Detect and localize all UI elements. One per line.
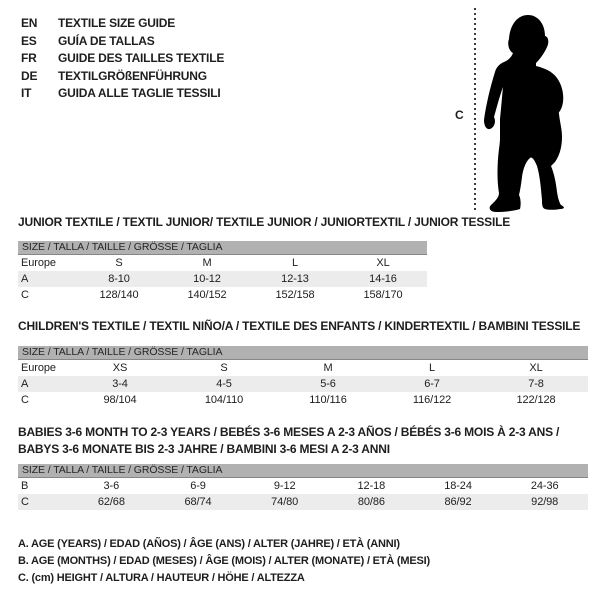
table-cell: 8-10	[108, 273, 130, 285]
childrens-textile-table: SIZE / TALLA / TAILLE / GRÖSSE / TAGLIA …	[18, 346, 588, 408]
junior-textile-table: SIZE / TALLA / TAILLE / GRÖSSE / TAGLIA …	[18, 241, 427, 303]
table-cell: 122/128	[516, 394, 556, 406]
language-code: DE	[21, 68, 38, 83]
row-label: A	[21, 273, 29, 285]
size-header-bar: SIZE / TALLA / TAILLE / GRÖSSE / TAGLIA	[18, 464, 588, 478]
footnote-list: A. AGE (YEARS) / EDAD (AÑOS) / ÂGE (ANS)…	[18, 536, 430, 587]
size-header-bar: SIZE / TALLA / TAILLE / GRÖSSE / TAGLIA	[18, 346, 588, 360]
table-row: B 3-6 6-9 9-12 12-18 18-24 24-36	[18, 478, 588, 494]
footnote-c: C. (cm) HEIGHT / ALTURA / HAUTEUR / HÖHE…	[18, 572, 305, 584]
table-cell: 128/140	[99, 289, 139, 301]
language-code: EN	[21, 16, 38, 30]
table-cell: 6-7	[424, 378, 440, 390]
table-cell: 92/98	[531, 496, 559, 508]
language-row: IT GUIDA ALLE TAGLIE TESSILI	[21, 85, 224, 103]
babies-textile-table: SIZE / TALLA / TAILLE / GRÖSSE / TAGLIA …	[18, 464, 588, 510]
table-cell: 5-6	[320, 378, 336, 390]
table-row: A 3-4 4-5 5-6 6-7 7-8	[18, 376, 588, 392]
footnote-b: B. AGE (MONTHS) / EDAD (MESES) / ÂGE (MO…	[18, 555, 430, 567]
table-cell: L	[291, 257, 299, 269]
language-title: GUIDA ALLE TAGLIE TESSILI	[58, 86, 221, 101]
table-row: C 98/104 104/110 110/116 116/122 122/128	[18, 392, 588, 408]
language-row: ES GUÍA DE TALLAS	[21, 33, 224, 51]
table-cell: M	[323, 362, 333, 374]
row-label: Europe	[21, 362, 56, 374]
table-cell: S	[220, 362, 228, 374]
row-label: Europe	[21, 257, 56, 269]
table-cell: 62/68	[97, 496, 125, 508]
table-cell: 158/170	[363, 289, 403, 301]
table-cell: 86/92	[444, 496, 472, 508]
table-cell: 116/122	[412, 394, 452, 406]
height-dotted-line	[474, 8, 476, 210]
row-label: B	[21, 480, 29, 492]
table-cell: 152/158	[275, 289, 315, 301]
language-row: EN TEXTILE SIZE GUIDE	[21, 15, 224, 33]
language-code: IT	[21, 86, 32, 101]
babies-title-line2: BABYS 3-6 MONATE BIS 2-3 JAHRE / BAMBINI…	[18, 442, 390, 456]
height-measure-figure: C	[455, 4, 595, 216]
table-cell: 3-4	[112, 378, 128, 390]
table-cell: S	[115, 257, 123, 269]
table-cell: 14-16	[369, 273, 397, 285]
language-title: GUÍA DE TALLAS	[58, 33, 155, 48]
table-row: Europe XS S M L XL	[18, 360, 588, 376]
childrens-textile-title: CHILDREN'S TEXTILE / TEXTIL NIÑO/A / TEX…	[18, 319, 581, 333]
table-cell: 24-36	[530, 480, 559, 492]
table-cell: 7-8	[528, 378, 544, 390]
language-row: DE TEXTILGRÖßENFÜHRUNG	[21, 68, 224, 86]
table-cell: XL	[376, 257, 390, 269]
table-cell: 12-18	[357, 480, 386, 492]
junior-textile-title: JUNIOR TEXTILE / TEXTIL JUNIOR/ TEXTILE …	[18, 215, 511, 229]
height-measure-label: C	[455, 108, 464, 122]
table-cell: 80/86	[357, 496, 385, 508]
table-cell: 104/110	[204, 394, 244, 406]
table-cell: 4-5	[216, 378, 232, 390]
footnote-a: A. AGE (YEARS) / EDAD (AÑOS) / ÂGE (ANS)…	[18, 538, 400, 550]
language-code: ES	[21, 33, 37, 48]
row-label: C	[21, 496, 29, 508]
language-title-list: EN TEXTILE SIZE GUIDE ES GUÍA DE TALLAS …	[21, 15, 224, 103]
table-cell: XL	[529, 362, 543, 374]
table-cell: 12-13	[281, 273, 309, 285]
language-title: TEXTILE SIZE GUIDE	[58, 16, 176, 30]
language-title: GUIDE DES TAILLES TEXTILE	[58, 51, 225, 66]
table-cell: XS	[112, 362, 128, 374]
table-cell: 140/152	[187, 289, 227, 301]
table-row: Europe S M L XL	[18, 255, 427, 271]
row-label: A	[21, 378, 29, 390]
language-title: TEXTILGRÖßENFÜHRUNG	[58, 68, 207, 83]
baby-silhouette-icon	[484, 15, 564, 212]
table-row: C 62/68 68/74 74/80 80/86 86/92 92/98	[18, 494, 588, 510]
table-row: C 128/140 140/152 152/158 158/170	[18, 287, 427, 303]
table-cell: 3-6	[103, 480, 120, 492]
size-header-bar: SIZE / TALLA / TAILLE / GRÖSSE / TAGLIA	[18, 241, 427, 255]
table-cell: L	[428, 362, 436, 374]
language-row: FR GUIDE DES TAILLES TEXTILE	[21, 50, 224, 68]
table-cell: 68/74	[184, 496, 212, 508]
babies-textile-title: BABIES 3-6 MONTH TO 2-3 YEARS / BEBÉS 3-…	[18, 424, 578, 458]
table-row: A 8-10 10-12 12-13 14-16	[18, 271, 427, 287]
table-cell: 9-12	[273, 480, 296, 492]
language-code: FR	[21, 51, 37, 66]
table-cell: 74/80	[271, 496, 299, 508]
babies-title-line1: BABIES 3-6 MONTH TO 2-3 YEARS / BEBÉS 3-…	[18, 425, 560, 439]
table-cell: 6-9	[190, 480, 206, 492]
table-cell: 110/116	[309, 394, 347, 406]
table-cell: 98/104	[103, 394, 137, 406]
row-label: C	[21, 289, 29, 301]
table-cell: M	[202, 257, 212, 269]
table-cell: 18-24	[444, 480, 472, 492]
table-cell: 10-12	[193, 273, 221, 285]
row-label: C	[21, 394, 29, 406]
